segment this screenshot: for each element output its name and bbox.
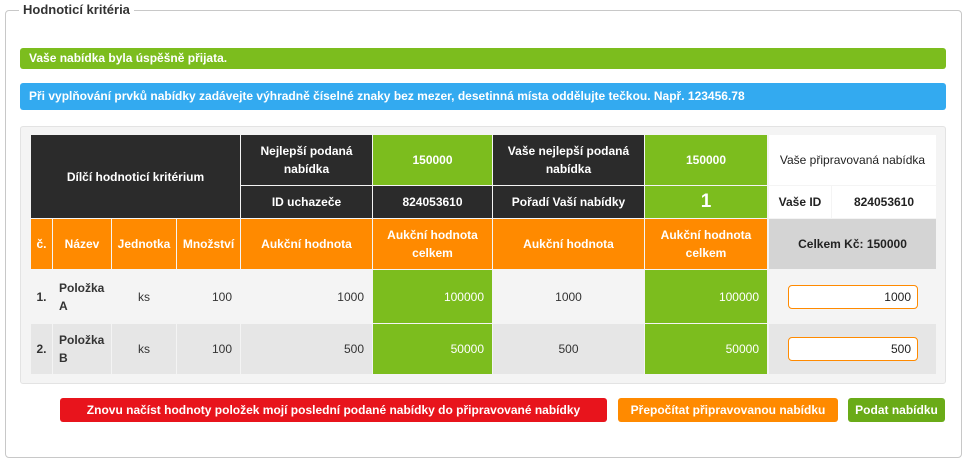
submit-bid-button[interactable]: Podat nabídku [848,398,945,422]
col-unit: Jednotka [112,219,176,269]
table-row-best-total: 50000 [373,324,492,374]
table-row-best-total: 100000 [373,270,492,323]
item-a-value-input[interactable] [788,285,918,309]
table-row-best-value: 1000 [241,270,372,323]
col-your-auction-total: Aukční hodnota celkem [645,219,767,269]
col-qty: Množství [177,219,240,269]
table-row-name: Položka A [53,270,111,323]
table-row-your-value: 1000 [493,270,644,323]
info-alert: Při vyplňování prvků nabídky zadávejte v… [20,83,946,110]
rank-value: 1 [645,186,767,218]
col-total: Celkem Kč: 150000 [769,219,936,269]
table-row-your-total: 100000 [645,270,767,323]
your-id-value: 824053610 [832,186,936,218]
table-row-unit: ks [112,324,176,374]
col-your-auction-value: Aukční hodnota [493,219,644,269]
criteria-fieldset [5,10,962,458]
your-best-label: Vaše nejlepší podaná nabídka [493,135,644,185]
rank-label: Pořadí Vaší nabídky [493,186,644,218]
col-auction-value: Aukční hodnota [241,219,372,269]
recalculate-button[interactable]: Přepočítat připravovanou nabídku [618,398,838,422]
your-best-value: 150000 [645,135,767,185]
best-bid-value: 150000 [373,135,492,185]
item-b-value-input[interactable] [788,337,918,361]
col-auction-total: Aukční hodnota celkem [373,219,492,269]
table-row-qty: 100 [177,324,240,374]
reload-last-bid-button[interactable]: Znovu načíst hodnoty položek mojí posled… [60,398,607,422]
your-id-label: Vaše ID [769,186,831,218]
col-name: Název [53,219,111,269]
col-no: č. [31,219,52,269]
bidder-id-value: 824053610 [373,186,492,218]
criterion-header: Dílčí hodnoticí kritérium [31,135,240,218]
best-bid-label: Nejlepší podaná nabídka [241,135,372,185]
table-row-no: 1. [31,270,52,323]
table-row-best-value: 500 [241,324,372,374]
table-row-qty: 100 [177,270,240,323]
table-row-your-total: 50000 [645,324,767,374]
table-row-no: 2. [31,324,52,374]
prepared-bid-label: Vaše připravovaná nabídka [769,135,936,185]
section-legend: Hodnoticí kritéria [19,0,134,20]
table-row-name: Položka B [53,324,111,374]
table-row-unit: ks [112,270,176,323]
bidder-id-label: ID uchazeče [241,186,372,218]
table-row-your-value: 500 [493,324,644,374]
success-alert: Vaše nabídka byla úspěšně přijata. [20,48,946,69]
